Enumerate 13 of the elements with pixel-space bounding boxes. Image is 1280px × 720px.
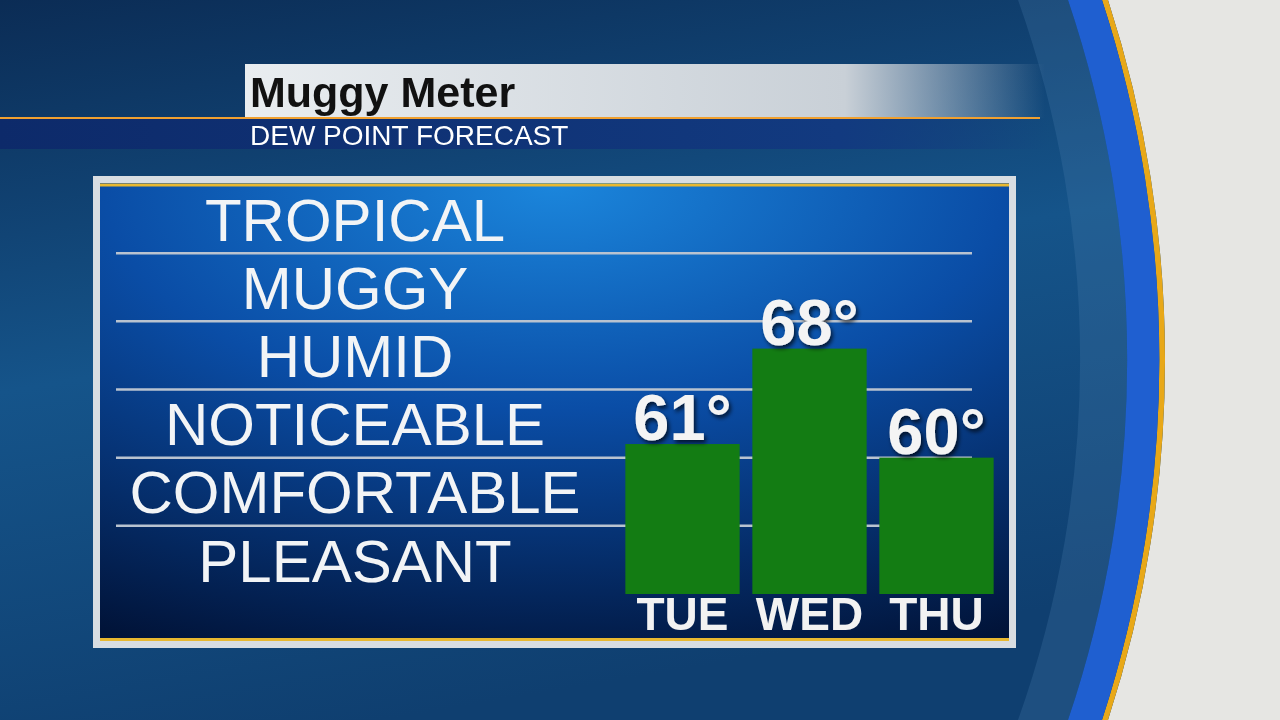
data-label: 61° (633, 381, 732, 455)
text: PLEASANT (198, 527, 512, 595)
text: COMFORTABLE (129, 459, 581, 527)
x-tick-label: WED (755, 588, 864, 640)
x-tick-label: THU (889, 588, 984, 640)
chart-title: Muggy Meter (250, 68, 516, 116)
chart-subtitle: DEW POINT FORECAST (250, 120, 569, 151)
text: MUGGY (241, 254, 469, 322)
x-tick-label: TUE (636, 588, 729, 640)
text: HUMID (256, 323, 454, 390)
data-label: 60° (887, 394, 986, 468)
text: NOTICEABLE (164, 391, 546, 459)
text: TROPICAL (204, 186, 506, 254)
